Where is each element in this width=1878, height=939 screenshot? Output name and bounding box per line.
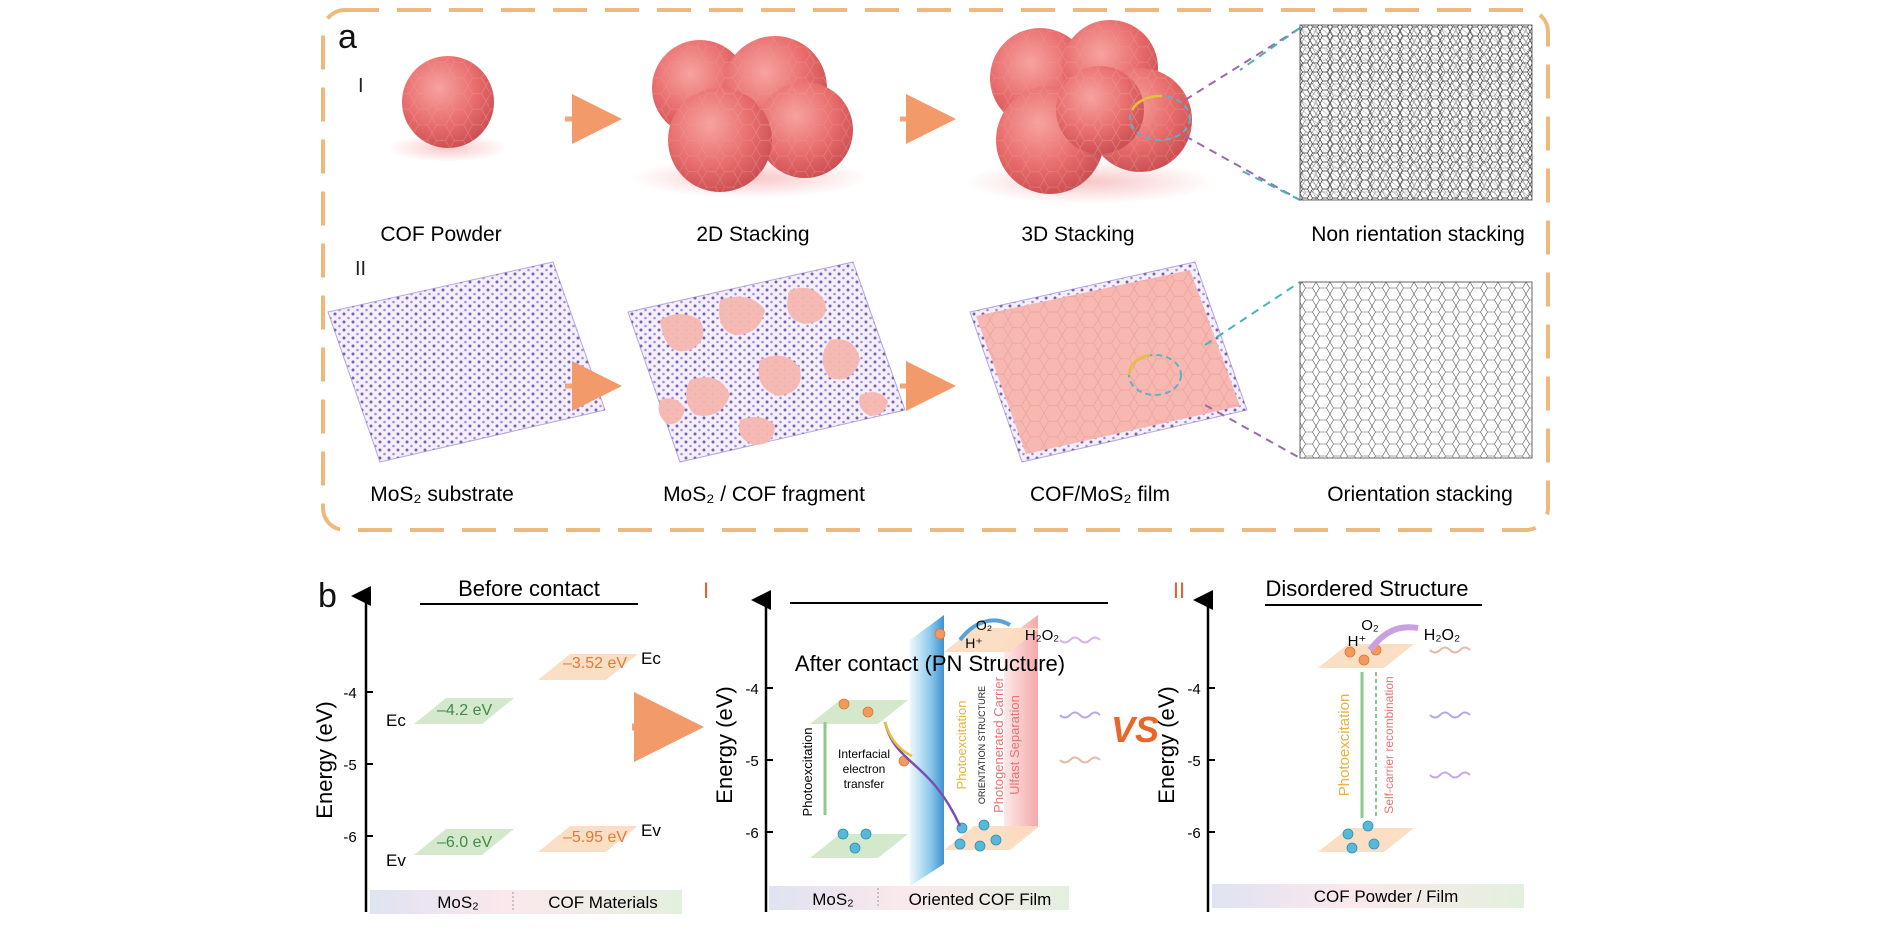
disordered-h: H⁺: [1348, 633, 1367, 650]
disordered-title: Disordered Structure: [1266, 576, 1469, 601]
after-tick-5: -5: [745, 753, 758, 770]
vertical-photoexcitation: Photoexcitation: [954, 701, 969, 790]
caption-cof-powder: COF Powder: [380, 223, 501, 246]
disordered-ev-plate: [1318, 828, 1414, 852]
caption-non-orientation: Non rientation stacking: [1311, 223, 1525, 246]
mos2-ec-value: –4.2 eV: [437, 702, 492, 719]
vertical-carrier: Photogenerated Carrier: [991, 676, 1006, 813]
before-ylabel: Energy (eV): [312, 701, 337, 818]
caption-mos2-cof-fragment: MoS₂ / COF fragment: [663, 483, 865, 506]
panel-a-border: [321, 8, 1550, 532]
mos2-substrate: [327, 261, 606, 463]
caption-mos2-substrate: MoS₂ substrate: [370, 483, 514, 506]
after-title: After contact (PN Structure): [795, 651, 1065, 676]
cof-ev-plate: [538, 826, 638, 852]
cof-mos2-film: [969, 261, 1248, 463]
after-light-waves: [1059, 636, 1101, 764]
cof-ec-value: –3.52 eV: [563, 655, 627, 672]
zoom-line-1a: [1184, 27, 1301, 101]
ev-label-left: Eᴠ: [386, 851, 406, 870]
vertical-orientation: ORIENTATION STRUCTURE: [977, 686, 987, 804]
after-tick-4: -4: [745, 681, 758, 698]
disordered-holes: [1342, 820, 1380, 854]
zoom-line-1c: [1239, 27, 1301, 71]
after-tick-6: -6: [745, 825, 758, 842]
after-electrons: [838, 628, 946, 767]
after-cof-ec-plate: [944, 628, 1040, 652]
disordered-tick-5: -5: [1187, 753, 1200, 770]
after-holes: [837, 819, 1002, 854]
before-contact-panel: Before contact -4 -5 -6 Energy (eV) –4.2…: [312, 576, 682, 914]
disordered-material-bar: [1212, 884, 1524, 908]
after-h2o2: H₂O₂: [1025, 627, 1059, 644]
2d-stacking-cluster: [630, 36, 870, 198]
after-bar-mos2: MoS₂: [812, 890, 854, 909]
cof-powder-sphere: [388, 56, 508, 162]
disordered-light-waves: [1429, 646, 1471, 779]
vs-badge: VS: [1111, 709, 1159, 750]
before-tick-5: -5: [343, 757, 356, 774]
mos2-ev-plate: [414, 829, 514, 855]
cof-ev-value: –5.95 eV: [563, 829, 627, 846]
zoom-line-2b: [1204, 404, 1301, 459]
zoom-line-1d: [1239, 169, 1301, 201]
panel-b-letter: b: [318, 577, 337, 615]
blue-interface-wall: [910, 615, 944, 886]
after-mos2-ec-plate: [810, 700, 908, 724]
before-bar-cof: COF Materials: [548, 893, 658, 912]
before-title: Before contact: [458, 576, 600, 601]
ev-label-right: Eᴠ: [641, 821, 661, 840]
after-ylabel: Energy (eV): [712, 686, 737, 803]
after-bar-cof: Oriented COF Film: [909, 890, 1052, 909]
disordered-bar-label: COF Powder / Film: [1314, 887, 1459, 906]
disordered-marker: II: [1173, 578, 1185, 603]
disordered-photoexcitation: Photoexcitation: [1336, 694, 1353, 797]
zoom-line-2a: [1204, 281, 1301, 346]
cof-ec-plate: [538, 654, 638, 680]
disordered-o2: O₂: [1361, 617, 1379, 634]
caption-cof-mos2-film: COF/MoS₂ film: [1030, 483, 1170, 506]
after-marker: I: [703, 578, 709, 603]
after-o2: O₂: [976, 617, 992, 633]
before-bar-mos2: MoS₂: [437, 893, 479, 912]
mos2-ev-value: –6.0 eV: [437, 834, 492, 851]
before-tick-6: -6: [343, 829, 356, 846]
disordered-ylabel: Energy (eV): [1154, 686, 1179, 803]
mos2-ec-plate: [414, 698, 514, 724]
interfacial-line-3: transfer: [844, 777, 885, 791]
after-material-bar: [769, 886, 1069, 910]
caption-2d-stacking: 2D Stacking: [696, 223, 809, 246]
disordered-recomb-label: Self-carrier recombination: [1382, 676, 1396, 813]
mos2-cof-fragment: [627, 261, 906, 463]
interfacial-line-2: electron: [843, 762, 886, 776]
non-orientation-zoom-box: [1299, 24, 1533, 201]
ec-label-right: Eᴄ: [641, 649, 661, 668]
caption-3d-stacking: 3D Stacking: [1021, 223, 1134, 246]
after-reaction-arrow: [958, 618, 1012, 642]
after-photoexcitation-label: Photoexcitation: [800, 728, 815, 817]
caption-orientation: Orientation stacking: [1327, 483, 1513, 506]
after-h: H⁺: [965, 635, 983, 651]
orientation-zoom-box: [1299, 281, 1533, 459]
interfacial-line-1: Interfacial: [838, 747, 890, 761]
disordered-h2o2: H₂O₂: [1424, 627, 1460, 644]
disordered-tick-6: -6: [1187, 825, 1200, 842]
panel-a-letter: a: [338, 18, 357, 56]
before-tick-4: -4: [343, 685, 356, 702]
before-material-bar: [370, 890, 682, 914]
disordered-tick-4: -4: [1187, 681, 1200, 698]
row-i-label: I: [358, 75, 364, 97]
red-separation-wall: [1004, 615, 1038, 850]
disordered-reaction-arrow: [1367, 624, 1419, 652]
ec-label-left: Eᴄ: [386, 711, 406, 730]
disordered-panel: II Disordered Structure -4 -5 -6 Energy …: [1154, 576, 1524, 912]
after-contact-panel: I -4 -5 -6 Energy (eV) Photoexcitati: [703, 578, 1108, 912]
row-ii-label: II: [355, 258, 366, 280]
3d-stacking-cluster: [965, 20, 1215, 204]
vertical-separation: Ulfast Separation: [1007, 695, 1022, 795]
zoom-line-1b: [1184, 135, 1301, 201]
